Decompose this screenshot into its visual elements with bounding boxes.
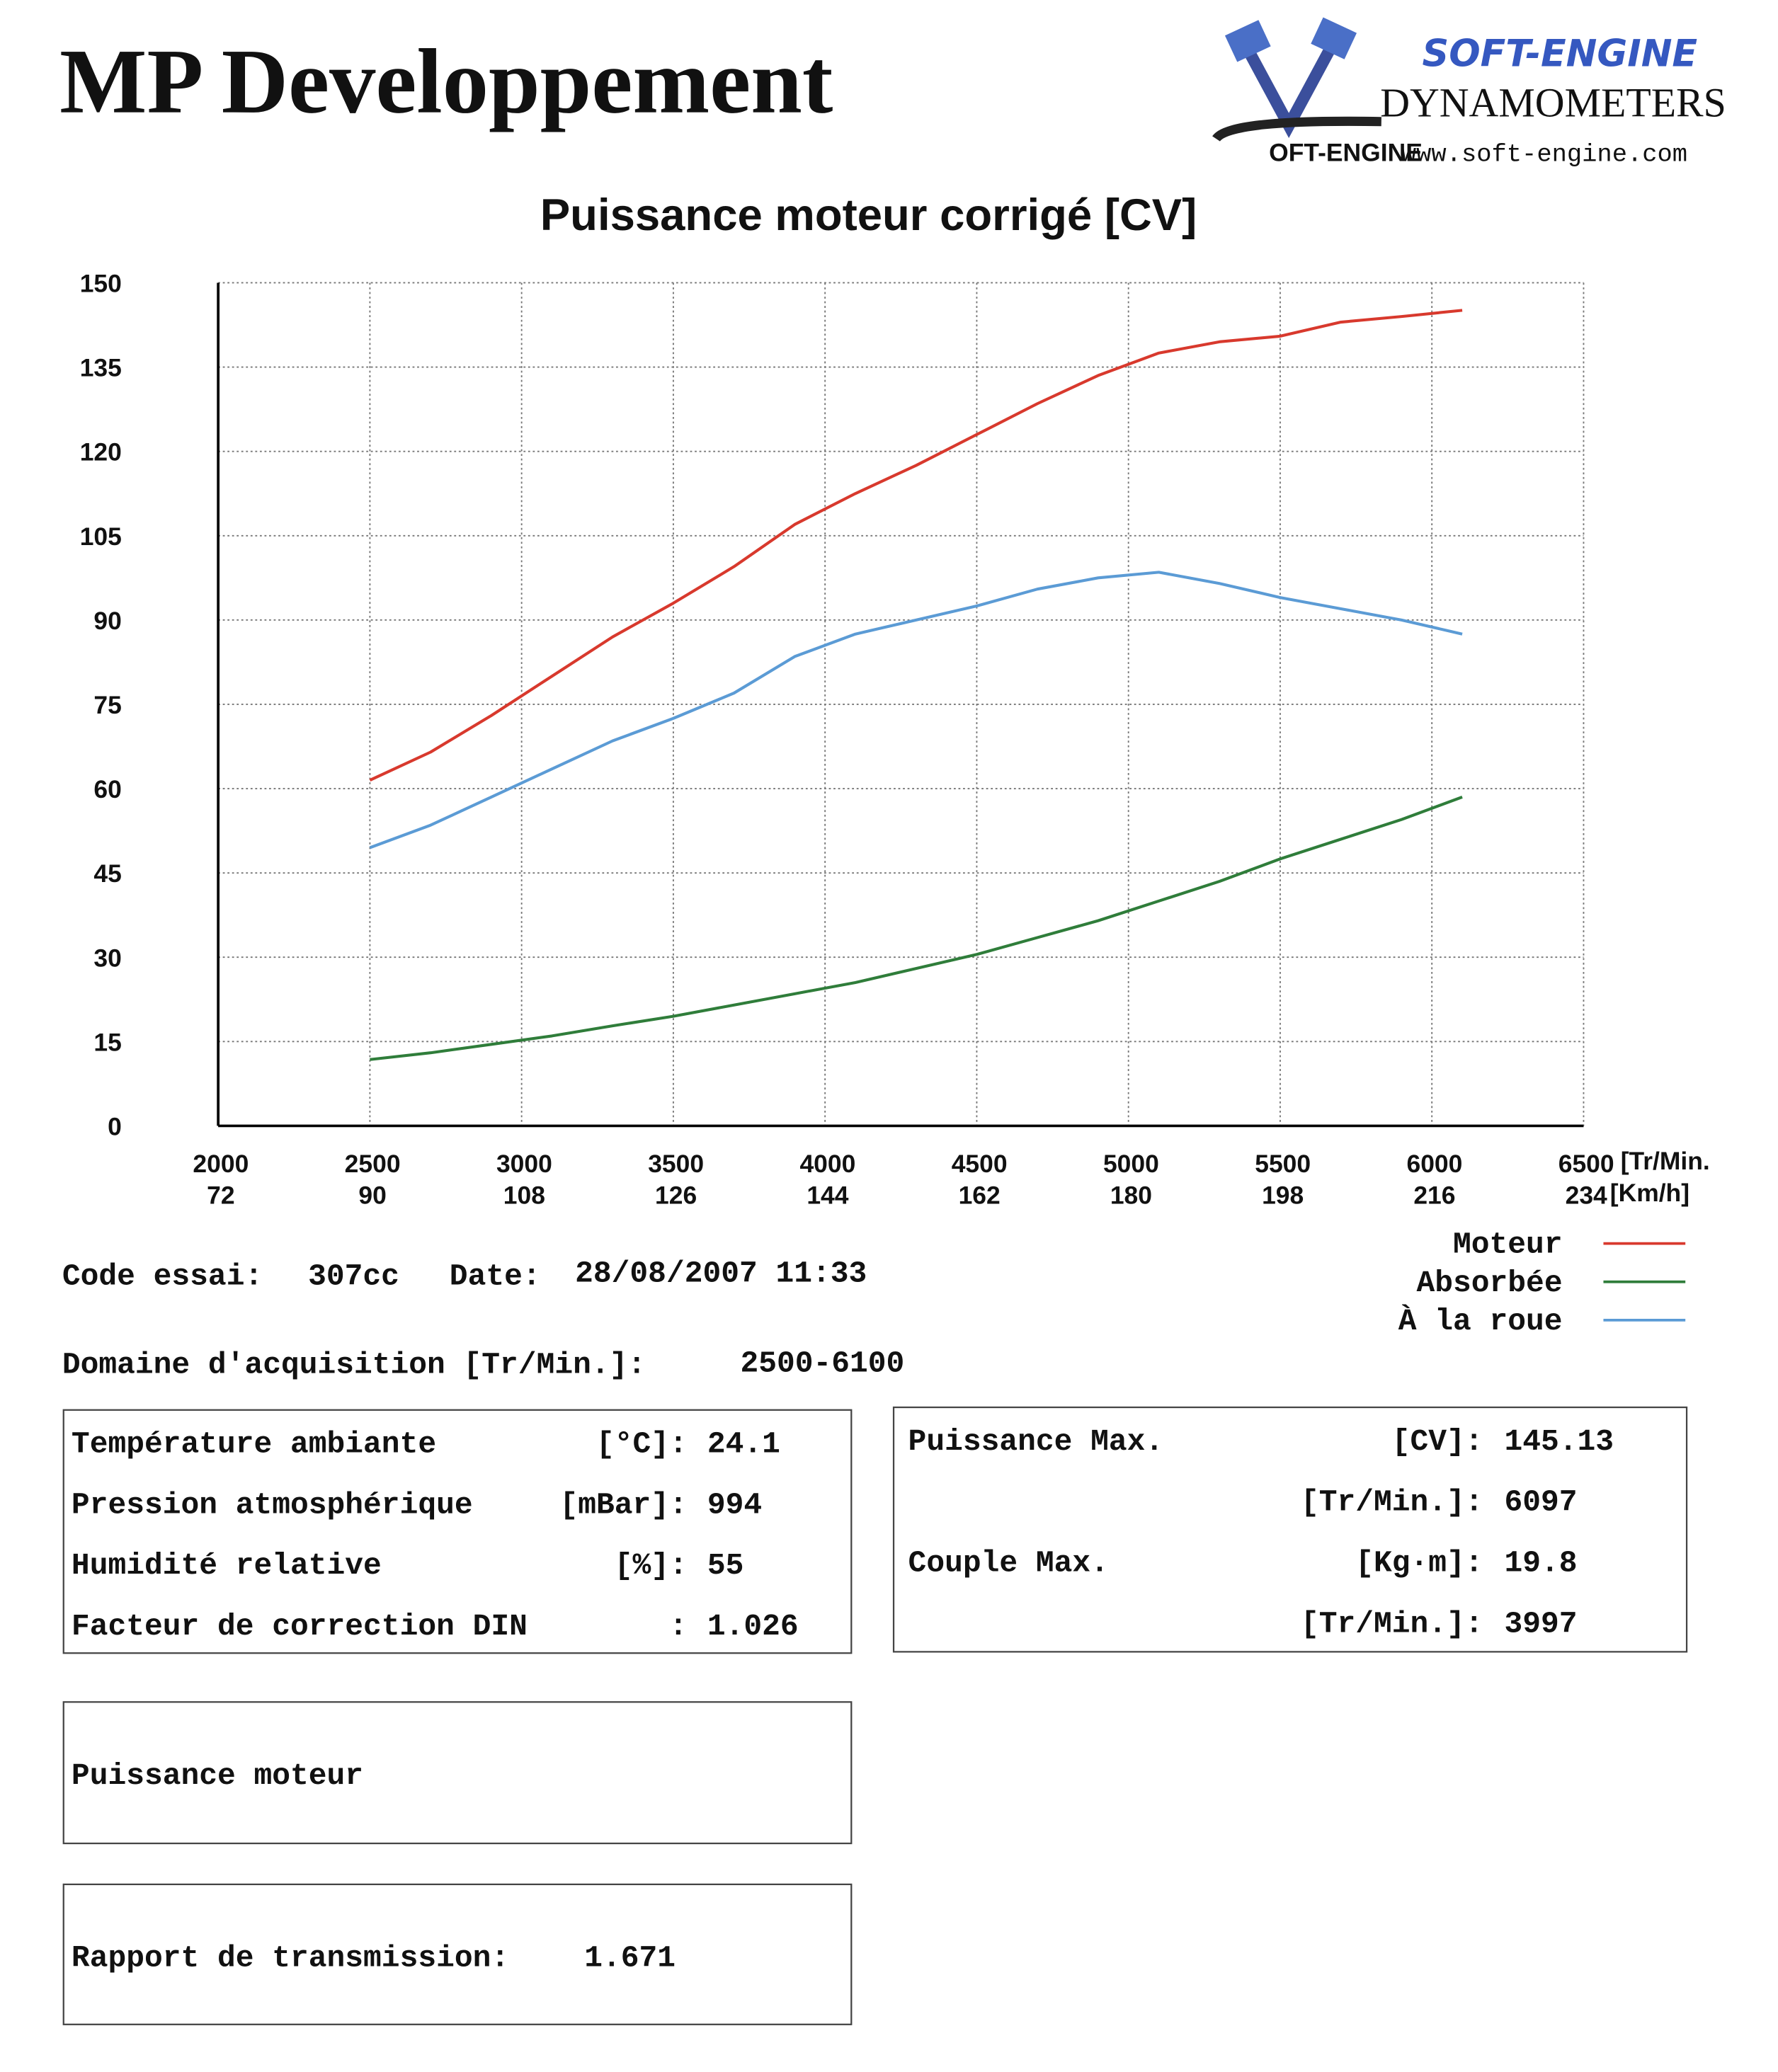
x-tick-label: 2000 (193, 1150, 249, 1178)
code-value: 307cc (308, 1259, 399, 1293)
transmission-box (62, 1883, 853, 2025)
maxima-value: 3997 (1504, 1606, 1577, 1641)
condition-value: 1.026 (707, 1609, 799, 1644)
series-line (370, 796, 1463, 1061)
legend-label: À la roue (1398, 1304, 1563, 1339)
x2-tick-label: 108 (503, 1181, 545, 1210)
x2-tick-label: 72 (207, 1181, 234, 1210)
series-line (369, 571, 1463, 849)
power-box (62, 1701, 853, 1845)
x2-tick-label: 90 (358, 1181, 386, 1210)
y-tick-label: 90 (93, 607, 121, 635)
legend-label: Absorbée (1417, 1266, 1563, 1300)
code-label: Code essai: (62, 1259, 263, 1293)
x-tick-label: 6000 (1406, 1150, 1462, 1178)
range-label: Domaine d'acquisition [Tr/Min.]: (62, 1348, 646, 1383)
condition-value: 55 (707, 1548, 744, 1583)
logo: SOFT-ENGINE DYNAMOMETERS OFT-ENGINE www.… (1212, 17, 1726, 169)
series-line (369, 309, 1463, 782)
logo-brand: SOFT-ENGINE (1423, 32, 1698, 75)
date-label: Date: (450, 1259, 541, 1293)
maxima-value: 6097 (1504, 1485, 1577, 1520)
x-tick-label: 3000 (496, 1150, 552, 1178)
maxima: Puissance Max. [CV]: 145.13 [Tr/Min.]: 6097 C… (908, 1424, 1614, 1642)
maxima-value: 19.8 (1504, 1546, 1577, 1581)
maxima-unit: [Kg·m]: (1355, 1546, 1483, 1581)
condition-value: 994 (707, 1487, 762, 1522)
logo-piston (1224, 20, 1271, 62)
chart-title: Puissance moteur corrigé [CV] (540, 190, 1197, 240)
x2-tick-label: 234 (1566, 1181, 1607, 1210)
x2-tick-label: 162 (959, 1181, 1001, 1210)
x2-axis-label: [Km/h] (1610, 1179, 1689, 1207)
y-tick-label: 0 (108, 1113, 122, 1141)
condition-label: Facteur de correction DIN (72, 1609, 528, 1644)
x-tick-label: 5500 (1255, 1150, 1311, 1178)
y-tick-label: 120 (80, 438, 122, 467)
y-tick-label: 15 (93, 1028, 121, 1056)
transmission-label: Rapport de transmission: (72, 1941, 509, 1976)
x-tick-label: 5000 (1103, 1150, 1159, 1178)
logo-swoosh (1212, 116, 1381, 142)
condition-label: Température ambiante (72, 1427, 436, 1462)
maxima-label: Couple Max. (908, 1546, 1109, 1581)
x2-tick-label: 180 (1110, 1181, 1152, 1210)
condition-unit: : (669, 1609, 688, 1644)
logo-url: www.soft-engine.com (1401, 140, 1687, 169)
x2-tick-label: 216 (1413, 1181, 1455, 1210)
chart: 0 15 30 45 60 75 90 105 120 135 150 2000 2500 3000 350… (80, 270, 1710, 1339)
condition-label: Pression atmosphérique (72, 1487, 473, 1522)
conditions-box (62, 1409, 853, 1654)
y-tick-label: 105 (80, 522, 122, 551)
logo-piston (1311, 17, 1357, 59)
maxima-unit: [CV]: (1392, 1424, 1483, 1459)
x-tick-label: 2500 (345, 1150, 401, 1178)
logo-mark: OFT-ENGINE (1269, 139, 1423, 167)
logo-sub: DYNAMOMETERS (1380, 79, 1726, 125)
condition-unit: [mBar]: (560, 1487, 688, 1522)
x2-tick-label: 198 (1262, 1181, 1304, 1210)
x-axis-label: [Tr/Min. (1621, 1147, 1710, 1175)
y-tick-label: 150 (80, 270, 122, 298)
maxima-box (892, 1406, 1688, 1653)
page-title: MP Developpement (59, 31, 833, 133)
x-tick-label: 4000 (799, 1150, 855, 1178)
y-tick-label: 60 (93, 775, 121, 803)
maxima-unit: [Tr/Min.]: (1301, 1606, 1483, 1641)
legend-label: Moteur (1453, 1227, 1563, 1262)
x-tick-label: 3500 (648, 1150, 704, 1178)
condition-value: 24.1 (707, 1427, 780, 1462)
date-value: 28/08/2007 11:33 (575, 1257, 867, 1291)
x-tick-label: 6500 (1558, 1150, 1614, 1178)
range-value: 2500-6100 (740, 1346, 904, 1381)
x-tick-label: 4500 (952, 1150, 1008, 1178)
y-tick-label: 30 (93, 944, 121, 972)
maxima-unit: [Tr/Min.]: (1301, 1485, 1483, 1520)
x2-tick-label: 144 (807, 1181, 848, 1210)
y-tick-label: 75 (93, 691, 121, 719)
maxima-label: Puissance Max. (908, 1424, 1164, 1459)
conditions: Température ambiante [°C]: 24.1 Pression at… (72, 1427, 799, 1644)
transmission-value: 1.671 (584, 1941, 676, 1976)
power-box-label: Puissance moteur (72, 1758, 363, 1793)
y-tick-label: 135 (80, 354, 122, 382)
condition-unit: [°C]: (596, 1427, 688, 1462)
x2-tick-label: 126 (655, 1181, 697, 1210)
y-tick-label: 45 (93, 859, 121, 888)
condition-unit: [%]: (615, 1548, 688, 1583)
condition-label: Humidité relative (72, 1548, 382, 1583)
maxima-value: 145.13 (1504, 1424, 1614, 1459)
